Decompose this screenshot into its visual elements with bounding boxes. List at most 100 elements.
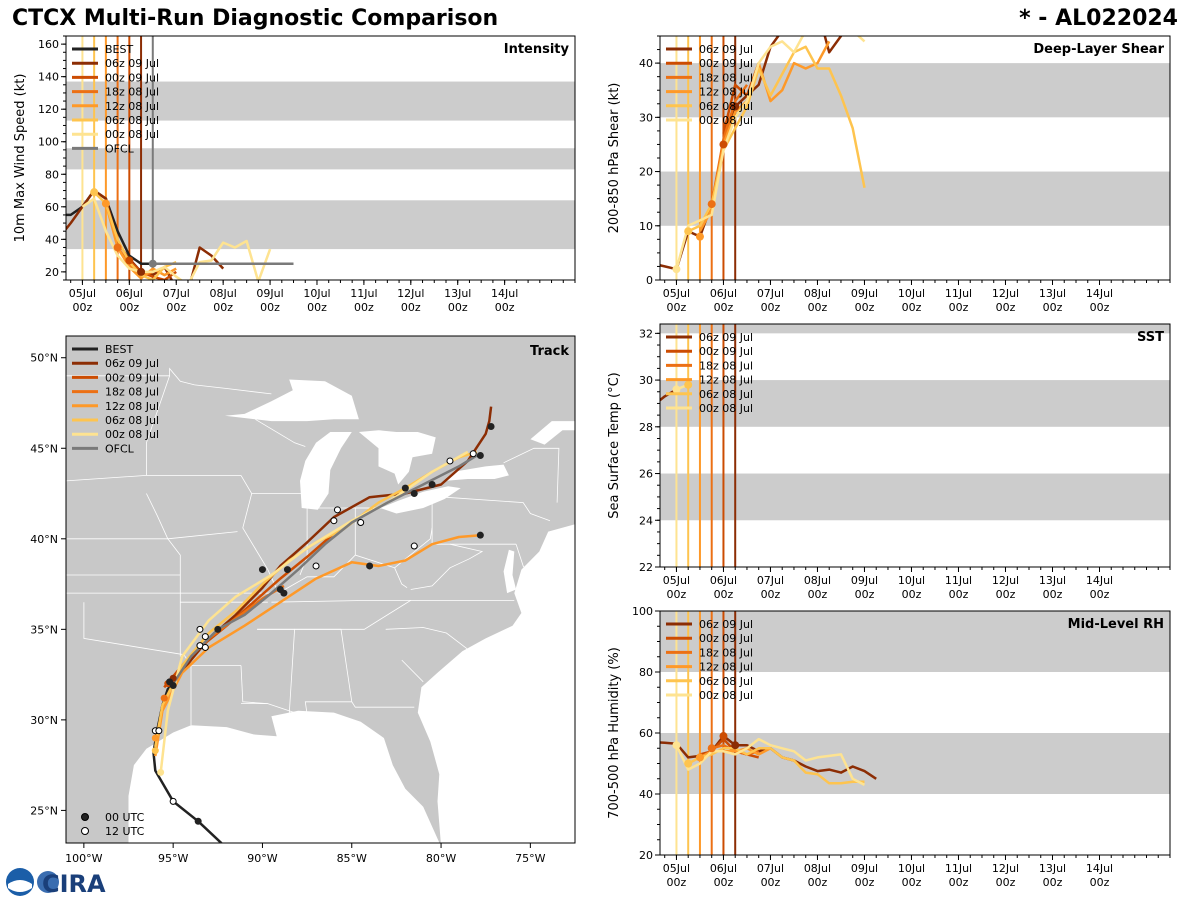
sst-xtick-label: 12Jul (992, 574, 1019, 587)
intensity-init-marker (113, 243, 122, 252)
sst-xtick-label: 00z (1043, 588, 1063, 601)
intensity-band (66, 81, 575, 121)
rh-xtick-label: 00z (761, 876, 781, 889)
state-boundary (294, 600, 515, 630)
state-boundary (145, 375, 170, 476)
intensity-ytick-label: 100 (38, 136, 59, 149)
state-boundary (240, 665, 268, 704)
track-point-00utc (283, 566, 291, 574)
shear-init-marker (719, 140, 728, 149)
shear-legend-label: 06z 09 Jul (699, 43, 753, 56)
page-title: CTCX Multi-Run Diagnostic Comparison (12, 6, 499, 31)
rh-xtick-label: 14Jul (1086, 862, 1113, 875)
rh-xtick-label: 12Jul (992, 862, 1019, 875)
shear-init-marker (684, 227, 693, 236)
sst-ytick-label: 22 (639, 561, 653, 574)
globe-icon (37, 871, 59, 893)
intensity-xtick-label: 00z (166, 301, 186, 314)
track-colored-point (157, 768, 165, 776)
sst-legend-label: 06z 08 Jul (699, 388, 753, 401)
intensity-band (66, 200, 575, 250)
shear-init-marker (695, 232, 704, 241)
storm-id: * - AL022024 (1019, 6, 1178, 31)
track-ytick-label: 45°N (30, 442, 58, 455)
intensity-ytick-label: 40 (45, 233, 59, 246)
cira-logo: CIRA (6, 868, 106, 898)
track-legend-label: 12z 08 Jul (105, 400, 159, 413)
track-colored-point (160, 694, 168, 702)
rh-legend-label: 12z 08 Jul (699, 661, 753, 674)
intensity-legend-label: 06z 09 Jul (105, 57, 159, 70)
track-legend-label: 06z 08 Jul (105, 414, 159, 427)
intensity-init-marker (125, 256, 134, 265)
lake-superior (225, 379, 359, 422)
track-point-00utc (410, 490, 418, 498)
track-legend2-marker (81, 827, 89, 835)
rh-ytick-label: 100 (632, 605, 653, 618)
track-point-00utc (476, 531, 484, 539)
rh-ylabel: 700-500 hPa Humidity (%) (607, 647, 622, 819)
shear-data (660, 36, 866, 280)
sst-frame (659, 323, 1171, 568)
track-point-00utc (487, 423, 495, 431)
rh-xtick-label: 10Jul (898, 862, 925, 875)
rh-series-line (660, 734, 877, 780)
state-boundary (431, 502, 517, 545)
intensity-xtick-label: 08Jul (210, 287, 237, 300)
rh-legend-label: 06z 08 Jul (699, 675, 753, 688)
track-xtick-label: 90°W (247, 852, 277, 865)
intensity-xtick-label: 14Jul (491, 287, 518, 300)
shear-xtick-label: 09Jul (851, 287, 878, 300)
track-ytick-label: 40°N (30, 533, 58, 546)
intensity-xtick-label: 13Jul (444, 287, 471, 300)
sst-xtick-label: 00z (1090, 588, 1110, 601)
rh-init-marker (719, 732, 728, 741)
intensity-xtick-label: 00z (354, 301, 374, 314)
intensity-xtick-label: 11Jul (350, 287, 377, 300)
shear-init-marker (707, 200, 716, 209)
intensity-legend-label: 18z 08 Jul (105, 86, 159, 99)
state-boundary (146, 493, 169, 539)
state-boundary (351, 701, 415, 708)
intensity-series-line (128, 259, 177, 280)
track-xtick-label: 100°W (65, 852, 102, 865)
sst-xtick-label: 00z (714, 588, 734, 601)
intensity-title: Intensity (504, 42, 570, 57)
rh-band (660, 733, 1170, 794)
rh-xtick-label: 07Jul (757, 862, 784, 875)
shear-xtick-label: 11Jul (945, 287, 972, 300)
track-point-12utc (330, 517, 338, 525)
shear-title: Deep-Layer Shear (1033, 42, 1164, 57)
intensity-panel: 2040608010012014016005Jul00z06Jul00z07Ju… (13, 35, 576, 314)
track-ytick-label: 25°N (30, 804, 58, 817)
rh-legend-label: 06z 09 Jul (699, 618, 753, 631)
shear-legend-label: 06z 08 Jul (699, 100, 753, 113)
sst-ytick-label: 30 (639, 374, 653, 387)
sst-init-marker (684, 380, 693, 389)
shear-panel: 01020304005Jul00z06Jul00z07Jul00z08Jul00… (607, 35, 1171, 314)
rh-xtick-label: 00z (855, 876, 875, 889)
rh-xtick-label: 00z (714, 876, 734, 889)
shear-xtick-label: 00z (949, 301, 969, 314)
state-boundary (385, 627, 469, 650)
intensity-ytick-label: 120 (38, 103, 59, 116)
intensity-ytick-label: 20 (45, 266, 59, 279)
intensity-ytick-label: 160 (38, 38, 59, 51)
sst-xtick-label: 10Jul (898, 574, 925, 587)
track-point-00utc (476, 452, 484, 460)
rh-ytick-label: 40 (639, 788, 653, 801)
rh-xtick-label: 05Jul (663, 862, 690, 875)
track-point-00utc (214, 625, 222, 633)
intensity-xtick-label: 00z (260, 301, 280, 314)
sst-ytick-label: 32 (639, 327, 653, 340)
sst-xtick-label: 00z (902, 588, 922, 601)
intensity-ylabel: 10m Max Wind Speed (kt) (13, 74, 28, 243)
sst-legend-label: 06z 09 Jul (699, 331, 753, 344)
track-point-12utc (196, 625, 204, 633)
intensity-init-marker (148, 259, 157, 268)
intensity-ytick-label: 140 (38, 71, 59, 84)
sst-ytick-label: 28 (639, 421, 653, 434)
rh-data (660, 611, 877, 855)
sst-xtick-label: 11Jul (945, 574, 972, 587)
sst-xtick-label: 09Jul (851, 574, 878, 587)
